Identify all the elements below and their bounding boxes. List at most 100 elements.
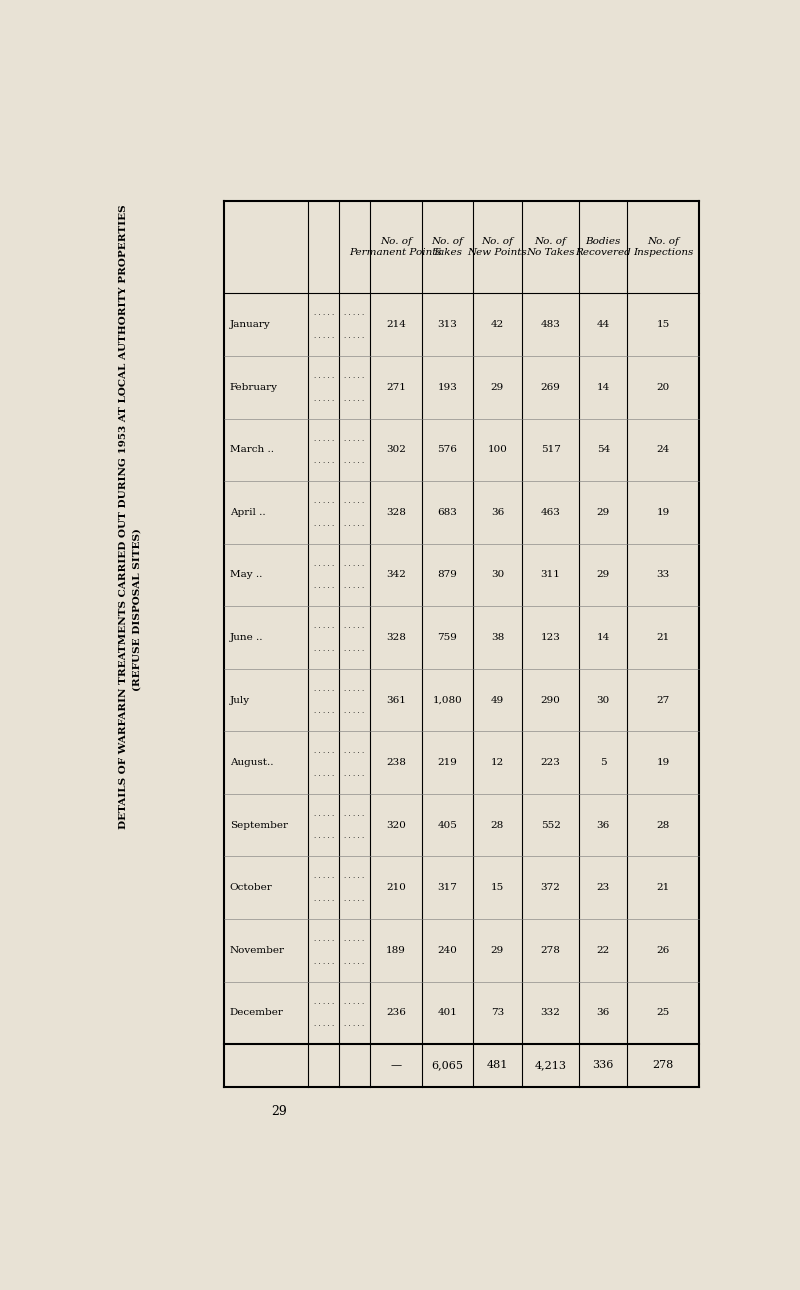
Text: 576: 576: [438, 445, 458, 454]
Text: 36: 36: [597, 1009, 610, 1018]
Text: . . . . .: . . . . .: [345, 582, 365, 591]
Text: 313: 313: [438, 320, 458, 329]
Text: 19: 19: [656, 508, 670, 517]
Text: . . . . .: . . . . .: [314, 957, 334, 966]
Text: . . . . .: . . . . .: [314, 520, 334, 528]
Text: . . . . .: . . . . .: [314, 457, 334, 466]
Text: 49: 49: [490, 695, 504, 704]
Text: 332: 332: [541, 1009, 561, 1018]
Text: —: —: [390, 1060, 402, 1071]
Text: 27: 27: [656, 695, 670, 704]
Text: . . . . .: . . . . .: [314, 435, 334, 442]
Text: 22: 22: [597, 946, 610, 955]
Text: . . . . .: . . . . .: [314, 1020, 334, 1028]
Text: . . . . .: . . . . .: [314, 810, 334, 818]
Text: 44: 44: [597, 320, 610, 329]
Text: 54: 54: [597, 445, 610, 454]
Text: May ..: May ..: [230, 570, 262, 579]
Text: . . . . .: . . . . .: [345, 310, 365, 317]
Text: 223: 223: [541, 759, 561, 768]
Text: . . . . .: . . . . .: [345, 457, 365, 466]
Text: 481: 481: [486, 1060, 508, 1071]
Text: 123: 123: [541, 633, 561, 642]
Text: . . . . .: . . . . .: [345, 997, 365, 1006]
Text: 328: 328: [386, 633, 406, 642]
Text: . . . . .: . . . . .: [314, 497, 334, 506]
Text: . . . . .: . . . . .: [345, 372, 365, 381]
Text: 23: 23: [597, 884, 610, 893]
Text: 28: 28: [490, 820, 504, 829]
Text: 29: 29: [597, 508, 610, 517]
Text: . . . . .: . . . . .: [345, 872, 365, 881]
Text: . . . . .: . . . . .: [314, 895, 334, 903]
Text: 1,080: 1,080: [433, 695, 462, 704]
Text: . . . . .: . . . . .: [314, 395, 334, 402]
Text: . . . . .: . . . . .: [345, 685, 365, 693]
Text: 879: 879: [438, 570, 458, 579]
Text: 14: 14: [597, 383, 610, 392]
Text: . . . . .: . . . . .: [314, 997, 334, 1006]
Text: 683: 683: [438, 508, 458, 517]
Text: 238: 238: [386, 759, 406, 768]
Text: 317: 317: [438, 884, 458, 893]
Text: 33: 33: [656, 570, 670, 579]
Text: 405: 405: [438, 820, 458, 829]
Text: . . . . .: . . . . .: [345, 770, 365, 778]
Text: October: October: [230, 884, 273, 893]
Text: . . . . .: . . . . .: [345, 747, 365, 756]
Text: March ..: March ..: [230, 445, 274, 454]
Text: No. of
Inspections: No. of Inspections: [633, 237, 693, 257]
Text: 29: 29: [271, 1104, 287, 1117]
Text: 21: 21: [656, 884, 670, 893]
Text: 483: 483: [541, 320, 561, 329]
Text: . . . . .: . . . . .: [314, 747, 334, 756]
Text: . . . . .: . . . . .: [345, 435, 365, 442]
Text: 290: 290: [541, 695, 561, 704]
Text: (REFUSE DISPOSAL SITES): (REFUSE DISPOSAL SITES): [133, 528, 142, 690]
Text: No. of
Permanent Points: No. of Permanent Points: [350, 237, 442, 257]
Text: No. of
Takes: No. of Takes: [431, 237, 463, 257]
Text: 15: 15: [656, 320, 670, 329]
Text: . . . . .: . . . . .: [345, 957, 365, 966]
Text: . . . . .: . . . . .: [345, 622, 365, 631]
Text: Bodies
Recovered: Bodies Recovered: [575, 237, 631, 257]
Text: 6,065: 6,065: [431, 1060, 463, 1071]
Text: . . . . .: . . . . .: [314, 770, 334, 778]
Text: 336: 336: [593, 1060, 614, 1071]
Text: January: January: [230, 320, 270, 329]
Text: 278: 278: [541, 946, 561, 955]
Text: . . . . .: . . . . .: [345, 1020, 365, 1028]
Text: 36: 36: [597, 820, 610, 829]
Text: 463: 463: [541, 508, 561, 517]
Text: 20: 20: [656, 383, 670, 392]
Text: No. of
No Takes: No. of No Takes: [526, 237, 575, 257]
Text: 269: 269: [541, 383, 561, 392]
Text: 19: 19: [656, 759, 670, 768]
Text: 219: 219: [438, 759, 458, 768]
Text: DETAILS OF WARFARIN TREATMENTS CARRIED OUT DURING 1953 AT LOCAL AUTHORITY PROPER: DETAILS OF WARFARIN TREATMENTS CARRIED O…: [119, 204, 128, 829]
Text: August..: August..: [230, 759, 274, 768]
Text: . . . . .: . . . . .: [345, 832, 365, 841]
Text: 189: 189: [386, 946, 406, 955]
Text: . . . . .: . . . . .: [314, 685, 334, 693]
Text: 240: 240: [438, 946, 458, 955]
Text: 328: 328: [386, 508, 406, 517]
Text: . . . . .: . . . . .: [314, 372, 334, 381]
Text: 320: 320: [386, 820, 406, 829]
Text: 236: 236: [386, 1009, 406, 1018]
Text: 28: 28: [656, 820, 670, 829]
Text: 517: 517: [541, 445, 561, 454]
Text: . . . . .: . . . . .: [345, 520, 365, 528]
Text: . . . . .: . . . . .: [314, 872, 334, 881]
Text: . . . . .: . . . . .: [314, 332, 334, 341]
Text: June ..: June ..: [230, 633, 263, 642]
Text: 361: 361: [386, 695, 406, 704]
Text: . . . . .: . . . . .: [314, 935, 334, 943]
Text: 214: 214: [386, 320, 406, 329]
Text: . . . . .: . . . . .: [345, 497, 365, 506]
Text: 24: 24: [656, 445, 670, 454]
Text: 5: 5: [600, 759, 606, 768]
Text: 372: 372: [541, 884, 561, 893]
Text: 12: 12: [490, 759, 504, 768]
Text: . . . . .: . . . . .: [314, 310, 334, 317]
